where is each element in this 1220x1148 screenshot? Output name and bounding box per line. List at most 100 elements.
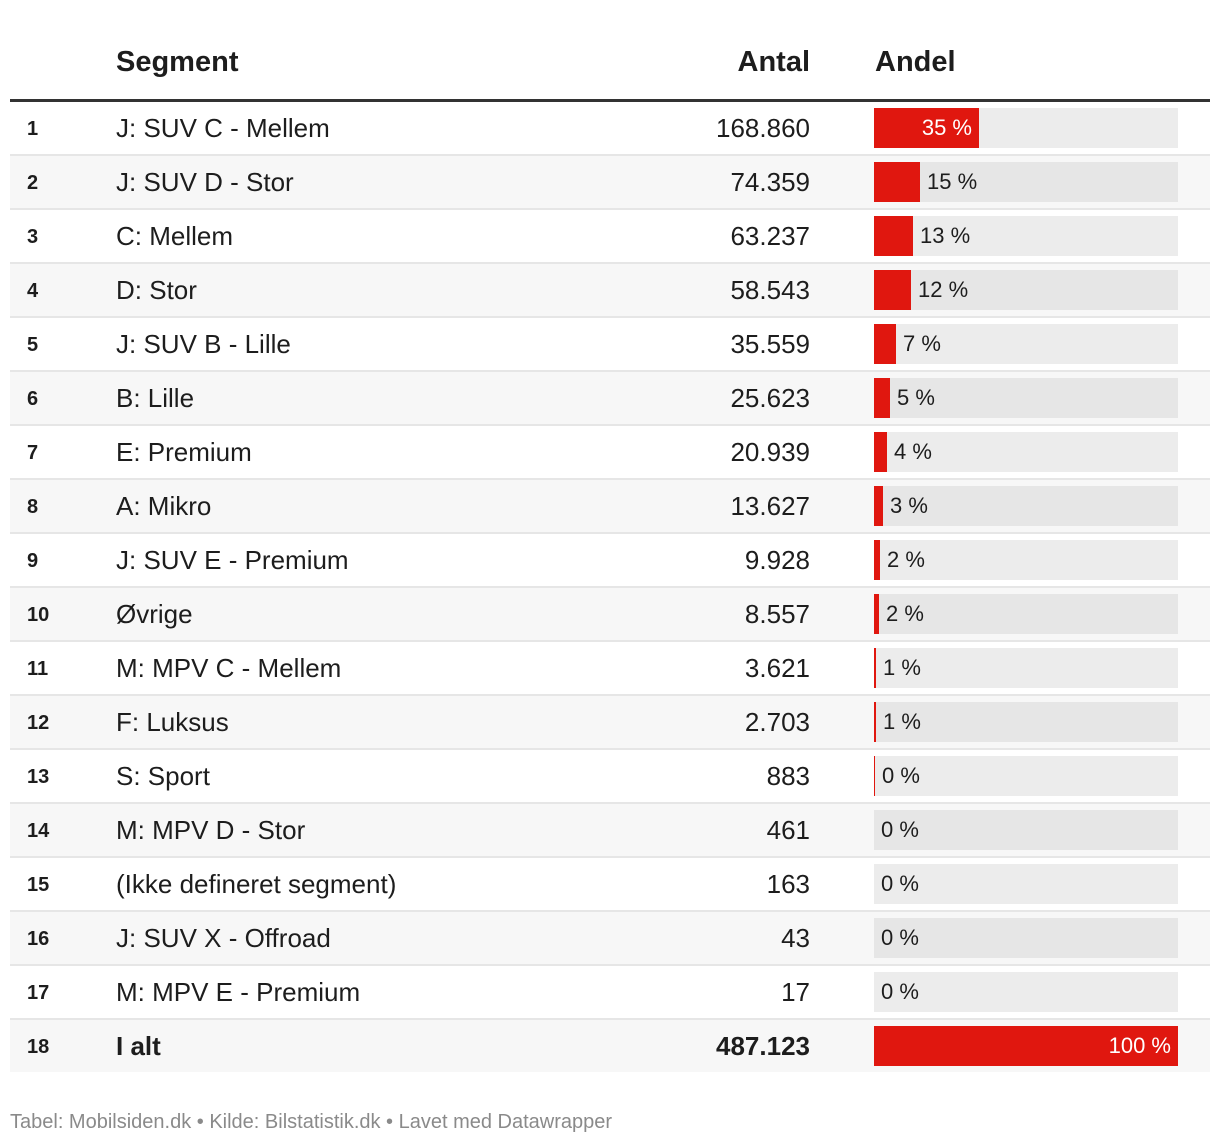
segment-cell: J: SUV B - Lille — [116, 329, 291, 359]
rank-cell: 13 — [27, 766, 50, 788]
share-bar-track: 0 % — [874, 810, 1178, 850]
antal-cell: 168.860 — [716, 113, 810, 143]
share-bar-track: 7 % — [874, 324, 1178, 364]
rank-cell: 2 — [27, 172, 39, 194]
segment-cell: J: SUV X - Offroad — [116, 923, 331, 953]
antal-cell: 74.359 — [730, 167, 810, 197]
segment-cell: M: MPV E - Premium — [116, 977, 361, 1007]
segment-cell: F: Luksus — [116, 707, 229, 737]
share-label: 1 % — [883, 655, 921, 680]
rank-cell: 7 — [27, 442, 39, 464]
rank-cell: 12 — [27, 712, 50, 734]
share-bar — [874, 594, 879, 634]
rank-cell: 14 — [27, 820, 50, 842]
share-label: 0 % — [881, 925, 919, 950]
table-row: 4 D: Stor 58.543 12 % — [10, 264, 1210, 318]
antal-cell: 883 — [766, 761, 810, 791]
share-bar-track: 13 % — [874, 216, 1178, 256]
rank-cell: 9 — [27, 550, 39, 572]
share-bar-track: 35 % — [874, 108, 1178, 148]
share-label: 2 % — [886, 601, 924, 626]
share-bar — [874, 1026, 1178, 1066]
data-table: Segment Antal Andel 1 J: SUV C - Mellem 16… — [10, 30, 1210, 1072]
antal-cell: 487.123 — [716, 1031, 810, 1061]
share-label: 0 % — [881, 979, 919, 1004]
share-bar-track: 2 % — [874, 540, 1178, 580]
rank-cell: 15 — [27, 874, 50, 896]
share-bar-track: 0 % — [874, 972, 1178, 1012]
segment-cell: Øvrige — [116, 599, 193, 629]
antal-cell: 43 — [781, 923, 810, 953]
share-bar — [874, 756, 875, 796]
segment-cell: D: Stor — [116, 275, 197, 305]
share-bar-track: 1 % — [874, 648, 1178, 688]
antal-cell: 2.703 — [744, 707, 810, 737]
antal-cell: 3.621 — [744, 653, 810, 683]
segment-cell: J: SUV C - Mellem — [116, 113, 330, 143]
table-row: 1 J: SUV C - Mellem 168.860 35 % — [10, 102, 1210, 156]
rank-cell: 17 — [27, 982, 50, 1004]
table-row: 5 J: SUV B - Lille 35.559 7 % — [10, 318, 1210, 372]
segment-cell: (Ikke defineret segment) — [116, 869, 397, 899]
share-bar-track: 0 % — [874, 756, 1178, 796]
segment-cell: J: SUV D - Stor — [116, 167, 294, 197]
column-header-antal[interactable]: Antal — [737, 46, 811, 78]
segment-cell: C: Mellem — [116, 221, 234, 251]
table-row: 14 M: MPV D - Stor 461 0 % — [10, 804, 1210, 858]
table-row: 12 F: Luksus 2.703 1 % — [10, 696, 1210, 750]
table-row: 11 M: MPV C - Mellem 3.621 1 % — [10, 642, 1210, 696]
share-bar — [874, 486, 883, 526]
antal-cell: 163 — [766, 869, 810, 899]
share-bar-track: 0 % — [874, 864, 1178, 904]
share-bar — [874, 702, 876, 742]
share-label: 12 % — [918, 277, 969, 302]
share-bar-track: 12 % — [874, 270, 1178, 310]
rank-cell: 5 — [27, 334, 39, 356]
rank-cell: 10 — [27, 604, 50, 626]
rank-cell: 16 — [27, 928, 50, 950]
table-header: Segment Antal Andel — [10, 30, 1210, 102]
share-bar-track: 100 % — [874, 1026, 1178, 1066]
share-label: 5 % — [897, 385, 935, 410]
antal-cell: 63.237 — [730, 221, 810, 251]
table-row: 7 E: Premium 20.939 4 % — [10, 426, 1210, 480]
segment-cell: J: SUV E - Premium — [116, 545, 349, 575]
segment-cell: I alt — [116, 1031, 161, 1061]
share-bar — [874, 648, 876, 688]
share-label: 15 % — [927, 169, 978, 194]
share-label: 7 % — [903, 331, 941, 356]
share-bar — [874, 378, 890, 418]
share-label: 4 % — [894, 439, 932, 464]
antal-cell: 13.627 — [730, 491, 810, 521]
share-label: 0 % — [881, 817, 919, 842]
share-bar — [874, 270, 911, 310]
share-label: 3 % — [890, 493, 928, 518]
column-header-andel[interactable]: Andel — [875, 46, 956, 78]
table-row: 3 C: Mellem 63.237 13 % — [10, 210, 1210, 264]
share-bar-track: 0 % — [874, 918, 1178, 958]
table-row: 16 J: SUV X - Offroad 43 0 % — [10, 912, 1210, 966]
rank-cell: 8 — [27, 496, 39, 518]
antal-cell: 35.559 — [730, 329, 810, 359]
share-label: 35 % — [921, 115, 972, 140]
antal-cell: 58.543 — [730, 275, 810, 305]
antal-cell: 20.939 — [730, 437, 810, 467]
column-header-segment[interactable]: Segment — [116, 46, 239, 78]
table-row-total: 18 I alt 487.123 100 % — [10, 1020, 1210, 1072]
table-row: 15 (Ikke defineret segment) 163 0 % — [10, 858, 1210, 912]
share-bar — [874, 432, 887, 472]
share-bar-track: 1 % — [874, 702, 1178, 742]
footer-credits: Tabel: Mobilsiden.dk • Kilde: Bilstatist… — [10, 1111, 613, 1133]
share-bar-track: 15 % — [874, 162, 1178, 202]
table-row: 6 B: Lille 25.623 5 % — [10, 372, 1210, 426]
share-label: 1 % — [883, 709, 921, 734]
rank-cell: 3 — [27, 226, 39, 248]
share-label: 100 % — [1108, 1033, 1171, 1058]
antal-cell: 9.928 — [744, 545, 810, 575]
segment-cell: E: Premium — [116, 437, 252, 467]
share-bar-track: 5 % — [874, 378, 1178, 418]
share-bar-track: 3 % — [874, 486, 1178, 526]
segment-cell: B: Lille — [116, 383, 195, 413]
share-bar — [874, 162, 920, 202]
table-row: 9 J: SUV E - Premium 9.928 2 % — [10, 534, 1210, 588]
